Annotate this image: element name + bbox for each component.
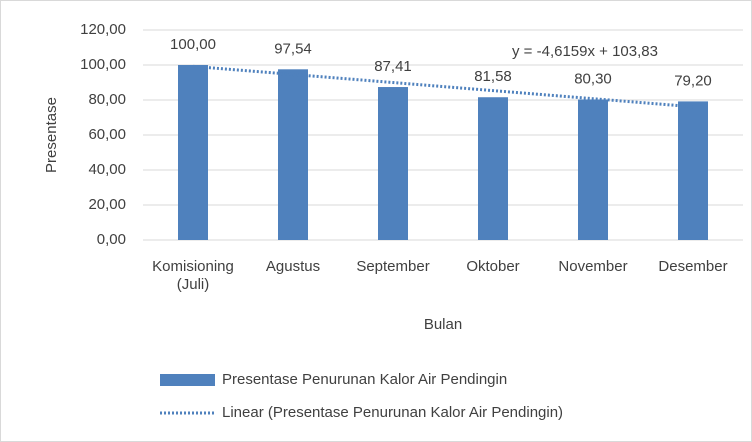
x-tick-label: September xyxy=(356,258,430,275)
y-tick-label: 100,00 xyxy=(80,56,126,73)
trend-equation: y = -4,6159x + 103,83 xyxy=(512,43,658,60)
legend-label: Linear (Presentase Penurunan Kalor Air P… xyxy=(222,404,563,421)
bar xyxy=(378,87,408,240)
legend-label: Presentase Penurunan Kalor Air Pendingin xyxy=(222,371,507,388)
y-axis-title: Presentase xyxy=(43,97,60,173)
bar xyxy=(278,69,308,241)
x-tick-label: Agustus xyxy=(265,258,321,275)
bar xyxy=(678,101,708,241)
x-tick-label: Oktober xyxy=(466,258,520,275)
x-axis-title: Bulan xyxy=(424,316,462,333)
data-label: 80,30 xyxy=(574,70,612,87)
data-label: 87,41 xyxy=(374,58,412,75)
bar xyxy=(478,97,508,240)
x-tick-label: Komisioning (Juli) xyxy=(152,258,234,293)
y-tick-label: 20,00 xyxy=(88,196,126,213)
data-label: 100,00 xyxy=(170,36,216,53)
data-label: 79,20 xyxy=(674,72,712,89)
y-tick-label: 40,00 xyxy=(88,161,126,178)
y-tick-label: 60,00 xyxy=(88,126,126,143)
y-tick-label: 80,00 xyxy=(88,91,126,108)
y-tick-label: 0,00 xyxy=(97,231,126,248)
bar xyxy=(178,65,208,240)
data-label: 81,58 xyxy=(474,68,512,85)
legend-swatch xyxy=(160,374,215,386)
bar xyxy=(578,99,608,240)
y-tick-label: 120,00 xyxy=(80,21,126,38)
data-label: 97,54 xyxy=(274,40,312,57)
x-tick-label: Desember xyxy=(658,258,728,275)
x-tick-label: November xyxy=(558,258,628,275)
